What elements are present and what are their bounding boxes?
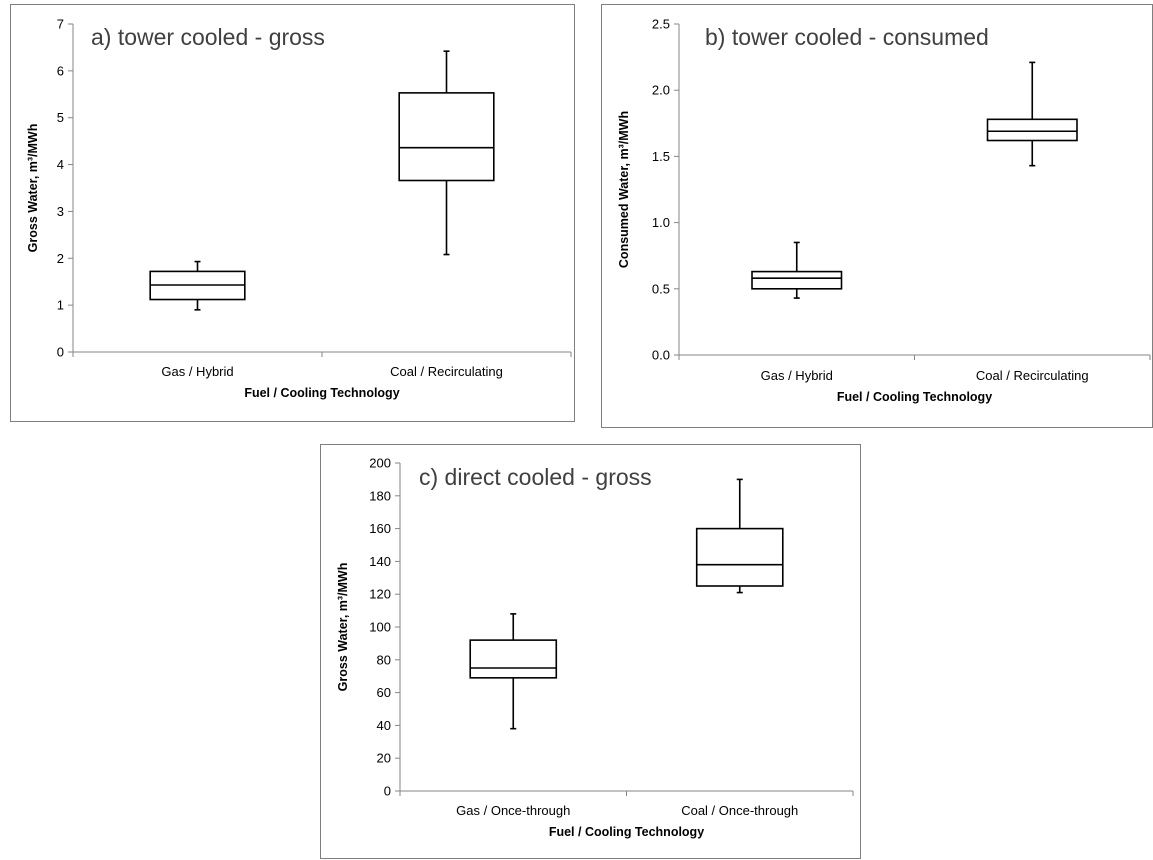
x-category-label: Coal / Once-through (681, 803, 798, 818)
box-plot-0 (469, 613, 558, 730)
y-tick-label: 3 (57, 204, 64, 219)
y-axis-label: Gross Water, m³/MWh (336, 563, 350, 692)
y-tick-label: 7 (57, 17, 64, 32)
chart-svg-c: c) direct cooled - gross 0 20 40 60 80 100 120 1… (336, 456, 854, 839)
iqr-box (751, 270, 843, 290)
y-tick-label: 0 (57, 345, 64, 360)
x-category-label: Gas / Once-through (456, 803, 570, 818)
y-tick-label: 0 (384, 784, 391, 799)
chart-panel-b: b) tower cooled - consumed 0.0 0.5 1.0 1.5 2.… (601, 4, 1153, 428)
y-tick-label: 2.5 (652, 17, 670, 32)
y-tick-label: 1.5 (652, 149, 670, 164)
x-axis-label: Fuel / Cooling Technology (837, 390, 992, 404)
box-plot-0 (751, 241, 843, 299)
y-axis-label: Gross Water, m³/MWh (26, 124, 40, 253)
y-tick-label: 6 (57, 63, 64, 78)
iqr-box (469, 639, 558, 679)
y-tick-label: 100 (369, 620, 391, 635)
x-category-label: Gas / Hybrid (161, 364, 233, 379)
x-category-label: Coal / Recirculating (390, 364, 503, 379)
x-category-label: Coal / Recirculating (976, 368, 1089, 383)
y-tick-label: 5 (57, 110, 64, 125)
box-plot-1 (398, 50, 495, 256)
box-plot-1 (986, 61, 1078, 167)
box-plot-1 (695, 478, 784, 594)
y-tick-label: 40 (377, 718, 391, 733)
chart-svg-b: b) tower cooled - consumed 0.0 0.5 1.0 1.5 2.… (617, 17, 1151, 404)
y-tick-label: 120 (369, 587, 391, 602)
y-tick-label: 140 (369, 554, 391, 569)
y-tick-label: 1 (57, 298, 64, 313)
iqr-box (398, 92, 495, 182)
y-tick-label: 20 (377, 751, 391, 766)
y-tick-label: 60 (377, 685, 391, 700)
iqr-box (695, 527, 784, 587)
chart-title: a) tower cooled - gross (91, 24, 325, 50)
box-plot-0 (149, 260, 246, 311)
x-axis-label: Fuel / Cooling Technology (549, 825, 704, 839)
chart-svg-a: a) tower cooled - gross 0 1 2 3 4 5 6 7 Gas / Hyb… (26, 17, 572, 400)
chart-panel-a: a) tower cooled - gross 0 1 2 3 4 5 6 7 Gas / Hyb… (10, 4, 575, 422)
chart-title: b) tower cooled - consumed (705, 24, 989, 50)
iqr-box (986, 118, 1078, 142)
y-tick-label: 4 (57, 157, 64, 172)
y-tick-label: 1.0 (652, 215, 670, 230)
y-tick-label: 200 (369, 456, 391, 471)
y-tick-label: 0.5 (652, 281, 670, 296)
y-tick-label: 0.0 (652, 348, 670, 363)
y-axis-label: Consumed Water, m³/MWh (617, 111, 631, 268)
chart-panel-c: c) direct cooled - gross 0 20 40 60 80 100 120 1… (320, 444, 861, 859)
y-tick-label: 2 (57, 251, 64, 266)
y-tick-label: 80 (377, 652, 391, 667)
y-tick-label: 160 (369, 521, 391, 536)
x-category-label: Gas / Hybrid (761, 368, 833, 383)
chart-title: c) direct cooled - gross (419, 464, 652, 490)
y-tick-label: 2.0 (652, 83, 670, 98)
y-tick-label: 180 (369, 488, 391, 503)
x-axis-label: Fuel / Cooling Technology (244, 386, 399, 400)
